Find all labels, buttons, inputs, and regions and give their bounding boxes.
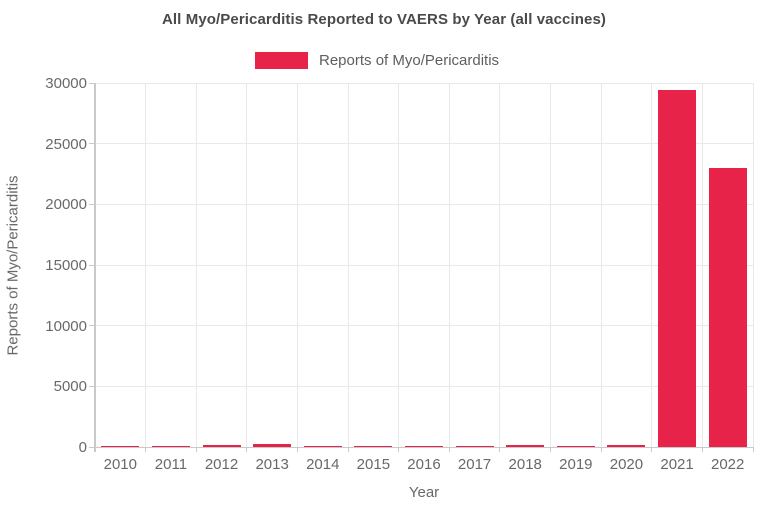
v-gridline <box>701 83 703 447</box>
x-tick-mark <box>448 447 450 452</box>
v-gridline <box>448 83 450 447</box>
x-tick-mark <box>499 447 501 452</box>
x-tick-label: 2017 <box>457 456 492 473</box>
x-tick-label: 2016 <box>407 456 441 473</box>
x-tick-mark <box>550 447 552 452</box>
x-tick-label: 2013 <box>255 456 289 473</box>
y-tick-mark <box>89 203 95 205</box>
bar-2015 <box>354 445 393 447</box>
y-tick-mark <box>89 325 95 327</box>
h-gridline <box>95 203 753 205</box>
v-gridline <box>145 83 147 447</box>
bar-2016 <box>405 445 443 447</box>
h-gridline <box>95 143 753 145</box>
x-tick-mark <box>600 447 602 452</box>
bar-2022 <box>708 167 747 447</box>
bar-2019 <box>556 445 595 447</box>
v-gridline <box>246 83 248 447</box>
y-tick-label: 5000 <box>53 378 87 396</box>
h-gridline <box>95 385 753 387</box>
legend-label: Reports of Myo/Pericarditis <box>319 52 500 69</box>
x-tick-mark <box>195 447 197 452</box>
x-tick-label: 2012 <box>204 456 239 473</box>
y-axis-title: Reports of Myo/Pericarditis <box>4 175 22 356</box>
x-tick-mark <box>347 447 349 452</box>
x-axis-title: Year <box>408 484 440 501</box>
v-gridline <box>398 83 400 447</box>
v-gridline <box>550 83 552 447</box>
x-tick-label: 2020 <box>609 456 644 473</box>
h-gridline <box>95 82 753 84</box>
y-tick-label: 10000 <box>45 317 87 335</box>
bar-2018 <box>506 444 545 447</box>
x-tick-label: 2014 <box>306 456 340 473</box>
y-tick-label: 0 <box>78 439 87 456</box>
v-gridline <box>195 83 197 447</box>
x-tick-label: 2011 <box>154 456 188 473</box>
x-tick-mark <box>752 447 754 452</box>
y-tick-mark <box>89 82 95 84</box>
x-tick-label: 2010 <box>103 456 137 473</box>
x-tick-label: 2022 <box>710 456 745 473</box>
chart-title: All Myo/Pericarditis Reported to VAERS b… <box>161 11 607 28</box>
legend-swatch <box>255 52 308 69</box>
y-tick-mark <box>89 143 95 145</box>
v-gridline <box>296 83 298 447</box>
bar-2013 <box>253 444 292 447</box>
v-gridline <box>347 83 349 447</box>
y-tick-mark <box>89 446 95 448</box>
x-tick-mark <box>398 447 400 452</box>
y-axis-line <box>94 83 96 452</box>
v-gridline <box>651 83 653 447</box>
x-tick-label: 2021 <box>660 456 694 473</box>
x-tick-label: 2019 <box>559 456 593 473</box>
x-tick-mark <box>651 447 653 452</box>
bar-2014 <box>303 445 342 447</box>
x-tick-mark <box>701 447 703 452</box>
x-tick-mark <box>246 447 248 452</box>
v-gridline <box>752 83 754 447</box>
y-tick-label: 20000 <box>45 196 87 214</box>
v-gridline <box>600 83 602 447</box>
bar-2017 <box>455 445 494 447</box>
x-tick-label: 2015 <box>356 456 391 473</box>
y-tick-mark <box>89 385 95 387</box>
bar-2021 <box>658 90 697 447</box>
x-axis-line <box>95 446 753 448</box>
bar-2011 <box>151 445 190 447</box>
bar-2020 <box>607 445 646 447</box>
x-tick-mark <box>145 447 147 452</box>
y-tick-mark <box>89 264 95 266</box>
y-tick-label: 25000 <box>45 135 87 153</box>
h-gridline <box>95 325 753 327</box>
y-tick-label: 30000 <box>45 75 87 92</box>
y-tick-label: 15000 <box>45 257 87 274</box>
h-gridline <box>95 264 753 266</box>
legend-item-myopericarditis[interactable]: Reports of Myo/Pericarditis <box>255 52 499 69</box>
v-gridline <box>499 83 501 447</box>
bar-2010 <box>101 445 140 447</box>
bar-2012 <box>202 444 241 447</box>
x-tick-mark <box>296 447 298 452</box>
x-tick-label: 2018 <box>508 456 542 473</box>
